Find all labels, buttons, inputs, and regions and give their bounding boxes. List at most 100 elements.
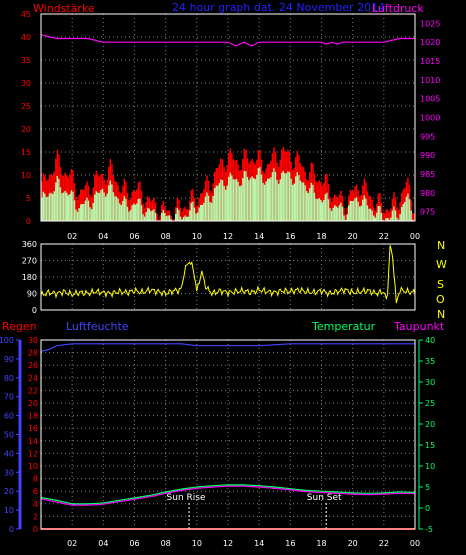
wind-avg-bar <box>315 198 317 221</box>
wind-plot-frame <box>40 13 416 222</box>
wind-avg-bar <box>41 197 43 221</box>
temperature-label: Temperatur <box>311 320 376 333</box>
wind-max-bar <box>385 209 387 221</box>
wind-avg-bar <box>100 190 102 221</box>
wind-avg-bar <box>151 210 154 221</box>
wind-x-tick-14: 14 <box>254 232 264 241</box>
temp-x-tick-16: 16 <box>285 539 295 548</box>
wind-avg-bar <box>125 198 127 221</box>
wind-avg-bar <box>78 208 80 221</box>
wind-avg-bar <box>154 212 157 221</box>
wind-avg-bar <box>363 195 366 221</box>
wind-avg-bar <box>83 203 85 221</box>
wind-avg-bar <box>176 208 179 221</box>
wind-avg-bar <box>334 205 336 221</box>
wind-avg-bar <box>229 172 232 221</box>
wind-avg-bar <box>204 196 207 221</box>
temperature-y-tick-30: 30 <box>425 378 435 387</box>
wind-y-tick-15: 15 <box>21 148 31 157</box>
rain-y-tick-16: 16 <box>28 424 38 433</box>
wind-max-bar <box>129 198 132 221</box>
humidity-y-tick-50: 50 <box>4 431 14 440</box>
wind-x-tick-16: 16 <box>285 232 295 241</box>
wind-avg-bar <box>277 183 280 221</box>
wind-avg-bar <box>397 219 400 221</box>
rain-y-tick-30: 30 <box>28 336 38 345</box>
temp-x-tick-18: 18 <box>316 539 326 548</box>
wind-avg-bar <box>318 198 320 221</box>
wind-avg-bar <box>84 200 87 221</box>
wind-max-bar <box>159 215 161 221</box>
humidity-y-tick-60: 60 <box>4 412 14 421</box>
wind-avg-bar <box>273 168 275 221</box>
wind-max-bar <box>382 212 384 221</box>
wind-avg-bar <box>305 191 308 221</box>
wind-max-bar <box>383 213 386 221</box>
wind-avg-bar <box>215 185 218 221</box>
wind-avg-bar <box>168 215 171 221</box>
wind-max-bar <box>396 207 398 221</box>
wind-avg-bar <box>64 190 66 221</box>
wind-avg-bar <box>117 198 119 221</box>
wind-avg-bar <box>301 182 303 221</box>
wind-avg-bar <box>86 197 88 221</box>
wind-avg-bar <box>290 178 292 221</box>
wind-max-bar <box>374 210 376 221</box>
wind-max-bar <box>343 208 345 221</box>
dewpoint-label: Taupunkt <box>393 320 445 333</box>
wind-avg-bar <box>150 211 152 221</box>
temp-x-tick-04: 04 <box>98 539 108 548</box>
wind-avg-bar <box>210 202 213 221</box>
wind-avg-bar <box>253 178 255 221</box>
wind-max-bar <box>380 202 383 221</box>
wind-avg-bar <box>377 206 380 221</box>
wind-avg-bar <box>281 172 283 221</box>
wind-max-bar <box>397 209 400 221</box>
wind-avg-bar <box>192 201 194 221</box>
wind-max-bar <box>394 197 397 221</box>
wind-avg-bar <box>410 210 412 221</box>
wind-avg-bar <box>380 213 383 221</box>
wind-avg-bar <box>97 192 99 221</box>
wind-avg-bar <box>223 186 225 221</box>
wind-max-bar <box>78 194 80 221</box>
wind-avg-bar <box>148 208 151 221</box>
pressure-y-tick-1010: 1010 <box>420 76 440 85</box>
wind-avg-bar <box>175 214 177 221</box>
wind-avg-bar <box>329 208 331 221</box>
wind-avg-bar <box>198 207 200 221</box>
wind-x-tick-08: 08 <box>161 232 171 241</box>
wind-avg-bar <box>76 211 79 221</box>
wind-avg-bar <box>226 185 228 221</box>
wind-x-tick-10: 10 <box>192 232 202 241</box>
wind-avg-bar <box>217 185 219 221</box>
wind-max-bar <box>182 208 185 221</box>
wind-max-bar <box>388 211 390 221</box>
wind-avg-bar <box>66 192 68 221</box>
wind-avg-bar <box>349 200 352 221</box>
wind-avg-bar <box>313 192 316 221</box>
rain-y-tick-28: 28 <box>28 349 38 358</box>
wind-avg-bar <box>320 199 322 221</box>
humidity-line <box>40 343 415 352</box>
wind-avg-bar <box>365 198 367 221</box>
wind-avg-bar <box>58 178 60 221</box>
pressure-y-tick-1015: 1015 <box>420 57 440 66</box>
wind-avg-bar <box>56 176 59 221</box>
direction-y-tick-270: 270 <box>22 257 37 266</box>
wind-avg-bar <box>242 178 244 221</box>
wind-avg-bar <box>332 207 334 221</box>
wind-avg-bar <box>262 182 264 221</box>
pressure-line <box>40 34 415 47</box>
humidity-label: Luftfeuchte <box>66 320 129 333</box>
wind-avg-bar <box>260 174 263 221</box>
temp-x-tick-06: 06 <box>129 539 139 548</box>
wind-avg-bar <box>360 205 362 221</box>
wind-avg-bar <box>164 213 166 221</box>
wind-avg-bar <box>354 198 356 221</box>
wind-avg-bar <box>390 217 392 221</box>
compass-w: W <box>436 258 447 271</box>
wind-avg-bar <box>337 207 339 221</box>
wind-avg-bar <box>142 214 144 221</box>
wind-avg-bar <box>111 184 113 221</box>
